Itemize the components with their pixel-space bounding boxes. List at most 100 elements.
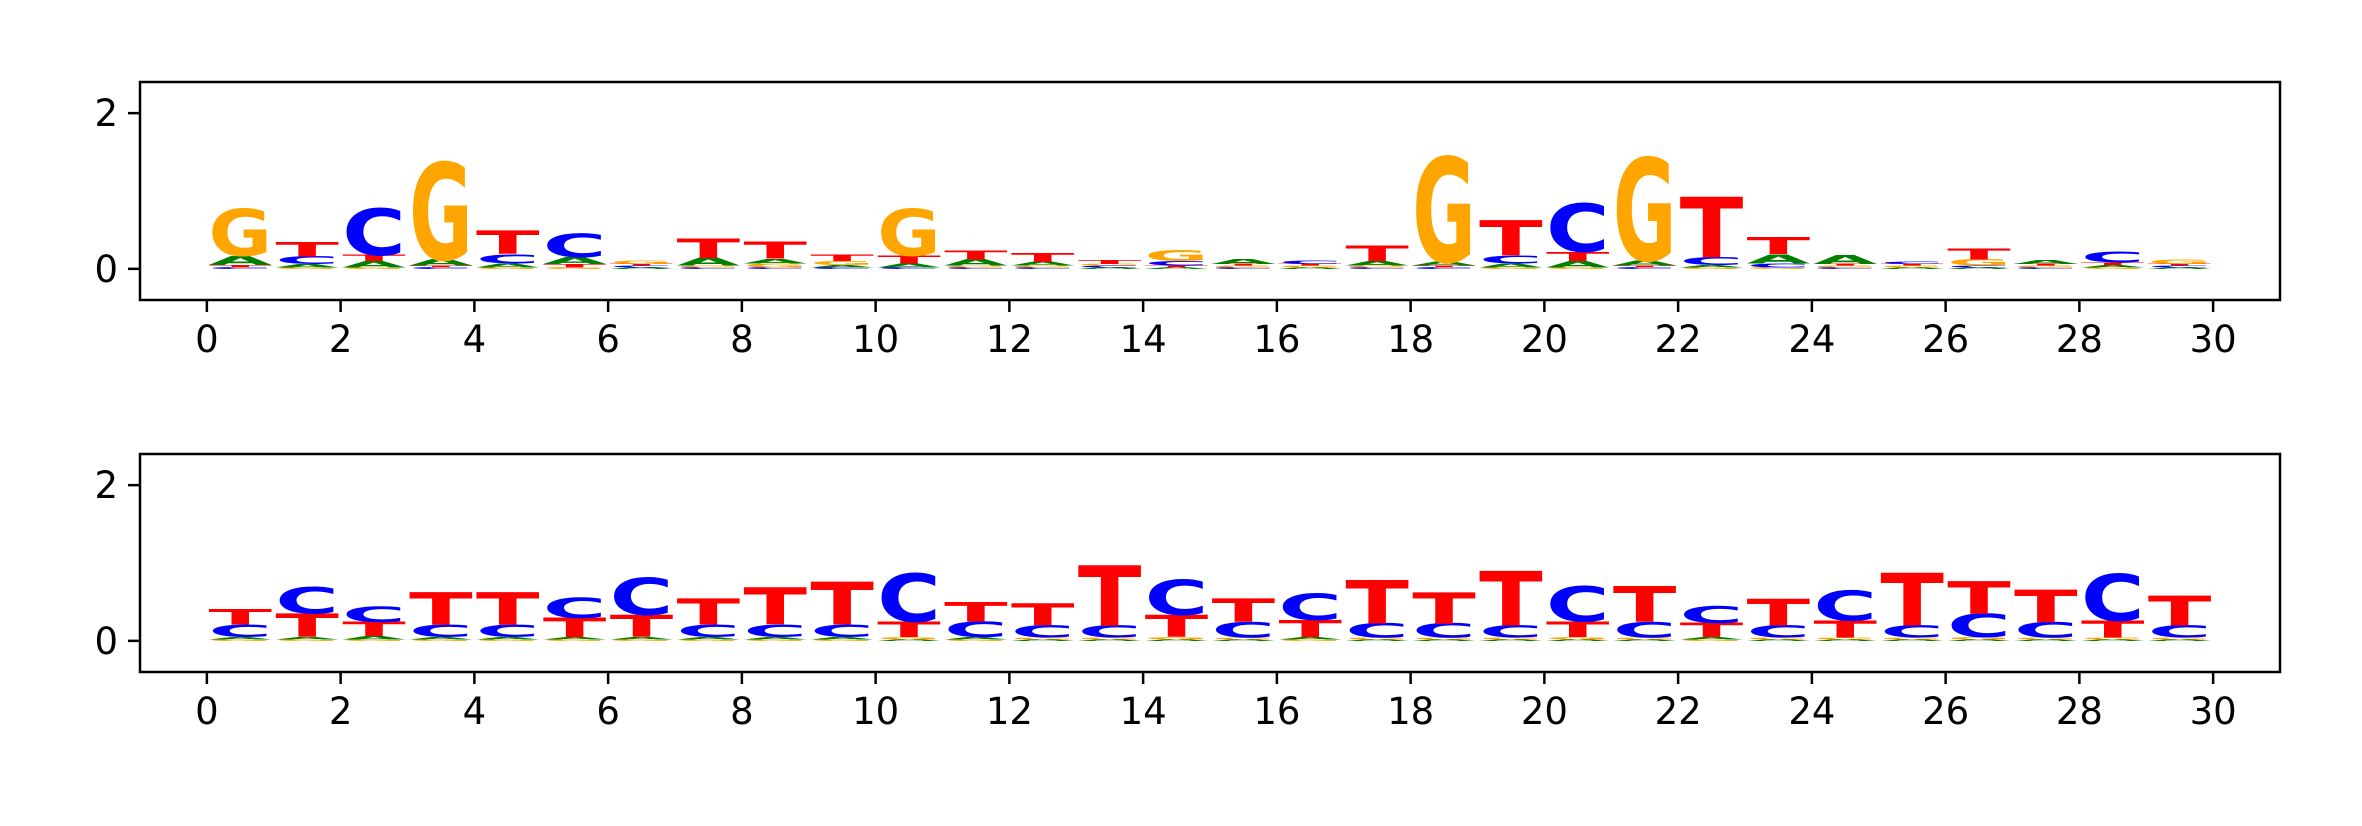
logo-letter-A-pos-21: A (1613, 639, 1677, 641)
logo-letter-A-pos-9: A (810, 636, 874, 640)
x-tick-label-0: 0 (195, 690, 219, 733)
logo-letter-G-pos-1: G (275, 639, 339, 641)
logo-letter-C-pos-4: C (476, 252, 540, 267)
logo-letter-G-pos-27: G (2014, 265, 2078, 267)
logo-letter-A-pos-25: A (1880, 267, 1944, 269)
logo-letter-T-pos-13: T (1078, 259, 1142, 265)
logo-letter-G-pos-14: G (1145, 247, 1209, 264)
logo-letter-C-pos-27: C (2014, 267, 2078, 269)
logo-letter-G-pos-16: G (1279, 265, 1343, 267)
logo-letter-T-pos-1: T (275, 239, 339, 261)
logo-letter-G-pos-18: G (1412, 637, 1476, 639)
logo-letter-A-pos-4: A (476, 262, 540, 268)
logo-letter-A-pos-1: A (275, 636, 339, 640)
logo-letter-G-pos-10: G (877, 196, 941, 271)
logo-letter-A-pos-14: A (1145, 267, 1209, 269)
logo-panel-bottom: GACTGATCGATCGACTGACTGATCGATCGACTGACTGACT… (94, 452, 2282, 733)
logo-letter-A-pos-7: A (677, 636, 741, 640)
x-tick-label-26: 26 (1922, 318, 1969, 361)
x-tick-label-20: 20 (1521, 690, 1568, 733)
logo-letter-G-pos-8: G (744, 262, 808, 268)
logo-letter-A-pos-22: A (1680, 264, 1744, 268)
logo-letter-A-pos-25: A (1880, 639, 1944, 641)
logo-letter-A-pos-13: A (1078, 267, 1142, 269)
logo-letter-T-pos-18: T (1412, 265, 1476, 267)
logo-letter-T-pos-14: T (1145, 265, 1209, 267)
x-tick-label-24: 24 (1788, 690, 1835, 733)
logo-letter-A-pos-15: A (1212, 639, 1276, 641)
x-tick-label-10: 10 (852, 318, 899, 361)
axes-frame (138, 80, 2282, 302)
logo-letter-G-pos-1: G (275, 267, 339, 269)
logo-letter-A-pos-27: A (2014, 259, 2078, 265)
logo-letter-T-pos-21: T (1613, 265, 1677, 267)
logo-letter-C-pos-10: C (877, 267, 941, 269)
logo-letter-T-pos-19: T (1479, 212, 1543, 268)
logo-letter-C-pos-17: C (1345, 620, 1409, 642)
logo-letter-G-pos-21: G (1613, 637, 1677, 639)
logo-letter-A-pos-27: A (2014, 639, 2078, 641)
logo-letter-A-pos-23: A (1747, 251, 1811, 266)
logo-letter-T-pos-4: T (476, 583, 540, 635)
logo-letter-C-pos-16: C (1279, 586, 1343, 629)
logo-letter-T-pos-15: T (1212, 264, 1276, 266)
logo-letter-G-pos-5: G (543, 639, 607, 641)
logo-letter-A-pos-10: A (877, 262, 941, 268)
logo-letter-G-pos-11: G (944, 639, 1008, 641)
logo-letter-C-pos-21: C (1613, 267, 1677, 269)
logo-letter-A-pos-0: A (209, 636, 273, 640)
logo-letter-G-pos-28: G (2081, 637, 2145, 639)
logo-letter-T-pos-15: T (1212, 593, 1276, 630)
logo-letter-G-pos-19: G (1479, 637, 1543, 639)
logo-letter-C-pos-14: C (1145, 571, 1209, 627)
logo-letter-G-pos-3: G (409, 639, 473, 641)
logo-letter-C-pos-0: C (209, 621, 273, 641)
logo-letter-T-pos-12: T (1011, 598, 1075, 633)
logo-letter-T-pos-22: T (1680, 619, 1744, 641)
logo-letter-C-pos-22: C (1680, 601, 1744, 628)
logo-letter-G-pos-13: G (1078, 637, 1142, 639)
logo-letter-T-pos-25: T (1880, 558, 1944, 642)
logo-letter-C-pos-0: C (209, 267, 273, 269)
logo-letter-T-pos-28: T (2081, 262, 2145, 266)
logo-letter-G-pos-17: G (1345, 637, 1409, 639)
logo-letter-C-pos-26: C (1947, 265, 2011, 267)
logo-letter-A-pos-5: A (543, 636, 607, 640)
logo-letter-T-pos-26: T (1947, 573, 2011, 625)
logo-letter-G-pos-6: G (610, 260, 674, 265)
logo-letter-T-pos-28: T (2081, 616, 2145, 643)
logo-letter-T-pos-20: T (1546, 249, 1610, 264)
logo-letter-C-pos-28: C (2081, 249, 2145, 267)
logo-letter-C-pos-27: C (2014, 618, 2078, 643)
logo-letter-C-pos-2: C (342, 602, 406, 627)
logo-letter-G-pos-7: G (677, 639, 741, 641)
logo-letter-C-pos-23: C (1747, 262, 1811, 268)
logo-letter-A-pos-16: A (1279, 636, 1343, 640)
x-tick-label-30: 30 (2190, 318, 2237, 361)
x-tick-label-2: 2 (329, 690, 353, 733)
logo-letter-T-pos-2: T (342, 253, 406, 263)
logo-letter-G-pos-9: G (810, 260, 874, 266)
logo-letter-C-pos-20: C (1546, 577, 1610, 633)
logo-letter-C-pos-18: C (1412, 620, 1476, 642)
logo-letter-T-pos-16: T (1279, 264, 1343, 266)
logo-letter-G-pos-17: G (1345, 265, 1409, 267)
x-tick-label-14: 14 (1120, 690, 1167, 733)
logo-letter-T-pos-16: T (1279, 616, 1343, 643)
logo-letter-A-pos-17: A (1345, 260, 1409, 267)
logo-letter-C-pos-16: C (1279, 260, 1343, 265)
logo-letter-G-pos-24: G (1814, 637, 1878, 639)
logo-letter-C-pos-7: C (677, 621, 741, 641)
logo-letter-C-pos-14: C (1145, 260, 1209, 267)
logo-letter-A-pos-13: A (1078, 639, 1142, 641)
logo-letter-A-pos-29: A (2148, 639, 2212, 641)
logo-letter-A-pos-3: A (409, 636, 473, 640)
logo-letter-A-pos-4: A (476, 636, 540, 640)
logo-letter-A-pos-22: A (1680, 636, 1744, 640)
x-tick-label-22: 22 (1655, 690, 1702, 733)
y-tick-label-2: 2 (94, 464, 118, 507)
